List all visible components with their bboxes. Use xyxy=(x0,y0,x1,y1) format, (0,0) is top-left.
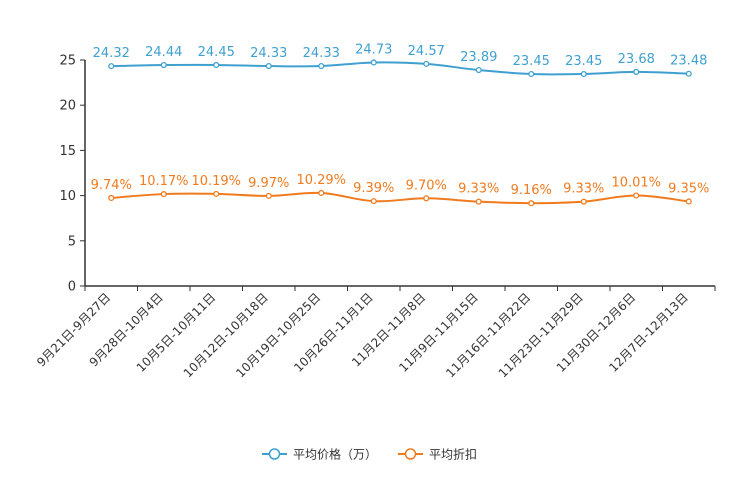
data-label: 9.97% xyxy=(248,176,289,191)
data-label: 24.44 xyxy=(145,45,182,60)
y-tick-label: 25 xyxy=(59,54,76,69)
data-label: 10.19% xyxy=(191,174,241,189)
data-label: 9.33% xyxy=(458,182,499,197)
y-tick-label: 10 xyxy=(59,189,76,204)
data-point xyxy=(580,198,587,205)
data-label: 24.33 xyxy=(303,46,340,61)
data-point xyxy=(685,70,692,77)
y-tick-label: 15 xyxy=(59,144,76,159)
data-label: 9.74% xyxy=(91,178,132,193)
legend-label: 平均价格（万） xyxy=(293,447,377,462)
data-point xyxy=(370,59,377,66)
data-label: 23.68 xyxy=(618,52,655,67)
data-label: 24.57 xyxy=(408,44,445,59)
data-label: 9.16% xyxy=(511,183,552,198)
data-point xyxy=(633,192,640,199)
data-point xyxy=(633,68,640,75)
data-point xyxy=(318,63,325,70)
data-point xyxy=(475,66,482,74)
data-label: 24.45 xyxy=(198,45,235,60)
data-label: 23.89 xyxy=(460,50,497,65)
data-point xyxy=(213,190,220,197)
data-label: 9.70% xyxy=(406,178,447,193)
legend-marker xyxy=(404,448,417,460)
data-label: 9.39% xyxy=(353,181,394,196)
data-point xyxy=(108,194,115,202)
legend-label: 平均折扣 xyxy=(429,447,477,462)
data-label: 24.33 xyxy=(250,46,287,61)
data-point xyxy=(528,70,535,78)
y-tick-label: 0 xyxy=(68,280,76,295)
data-point xyxy=(685,198,692,205)
y-tick-label: 5 xyxy=(68,234,76,249)
data-point xyxy=(580,70,587,78)
data-label: 24.32 xyxy=(93,46,130,61)
data-point xyxy=(370,198,377,205)
data-point xyxy=(318,189,325,197)
data-label: 23.48 xyxy=(670,54,707,69)
data-point xyxy=(160,191,167,198)
data-point xyxy=(423,60,430,67)
data-label: 24.73 xyxy=(355,42,392,57)
legend: 平均价格（万） 平均折扣 xyxy=(262,447,477,462)
data-label: 9.35% xyxy=(668,181,709,196)
data-label: 23.45 xyxy=(513,54,550,69)
data-label: 9.33% xyxy=(563,182,604,197)
data-point xyxy=(160,62,167,69)
data-label: 10.29% xyxy=(296,173,346,188)
data-point xyxy=(213,61,220,69)
data-point xyxy=(475,198,482,205)
data-label: 10.01% xyxy=(611,176,661,191)
series-line-0 xyxy=(111,61,689,76)
data-point xyxy=(265,192,272,199)
series-line-1 xyxy=(111,191,689,205)
data-label: 23.45 xyxy=(565,54,602,69)
legend-marker xyxy=(268,448,281,460)
data-point xyxy=(423,195,430,202)
data-point xyxy=(265,63,272,70)
data-label: 10.17% xyxy=(139,174,189,189)
data-point xyxy=(108,63,115,70)
y-tick-label: 20 xyxy=(59,99,76,114)
data-point xyxy=(528,200,535,207)
